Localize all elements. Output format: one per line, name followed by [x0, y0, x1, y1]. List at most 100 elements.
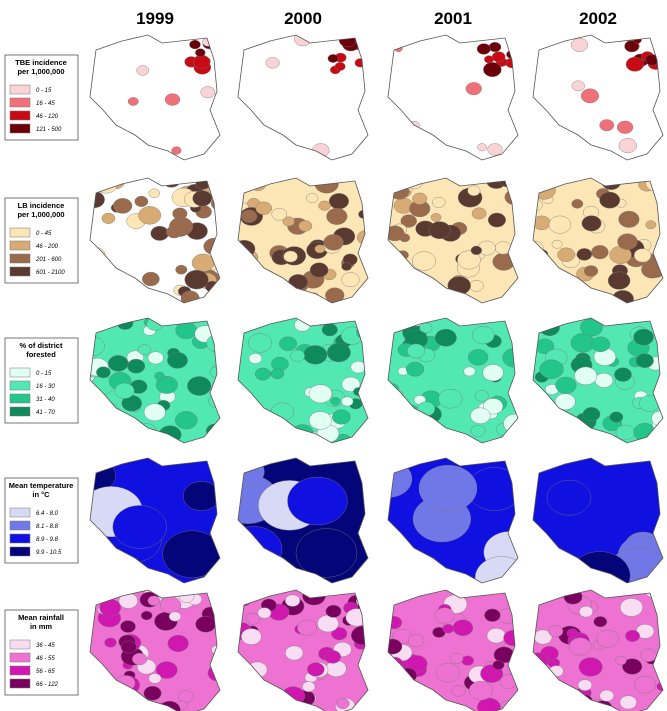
legend-label: 66 - 122 — [36, 682, 59, 688]
district-patch — [136, 424, 156, 440]
district-patch — [296, 529, 357, 578]
district-patch — [100, 599, 121, 616]
district-patch — [464, 367, 476, 376]
district-patch — [151, 226, 169, 240]
district-patch — [315, 245, 325, 253]
district-patch — [633, 37, 641, 43]
legend-swatch — [10, 534, 30, 543]
district-patch — [532, 256, 545, 266]
district-patch — [87, 247, 105, 262]
district-patch — [489, 42, 501, 52]
district-patch — [600, 690, 614, 701]
district-patch — [506, 33, 520, 44]
district-patch — [251, 118, 259, 125]
district-patch — [575, 367, 597, 385]
map — [526, 174, 667, 308]
district-patch — [528, 653, 548, 669]
district-patch — [250, 179, 265, 191]
legend-swatch — [10, 254, 30, 263]
district-patch — [412, 252, 436, 271]
district-patch — [406, 362, 424, 376]
district-patch — [176, 265, 187, 274]
district-patch — [229, 273, 250, 290]
district-patch — [552, 240, 562, 248]
district-patch — [355, 59, 366, 68]
district-patch — [595, 373, 613, 387]
district-patch — [127, 359, 145, 373]
district-patch — [578, 680, 592, 691]
district-patch — [505, 190, 524, 205]
district-patch — [470, 408, 490, 424]
district-patch — [189, 40, 200, 49]
legend-label: 46 - 120 — [36, 114, 59, 120]
country-fill — [238, 35, 368, 160]
legend-label: 6.4 - 8.0 — [36, 511, 59, 517]
district-patch — [483, 364, 504, 381]
district-patch — [119, 593, 138, 608]
district-patch — [235, 594, 251, 607]
figure: 1999200020012002TBE incidenceper 1,000,0… — [0, 0, 667, 711]
legend-title: % of district — [20, 341, 63, 350]
district-patch — [617, 121, 633, 134]
district-patch — [102, 213, 115, 224]
district-patch — [398, 668, 417, 683]
district-patch — [486, 173, 506, 189]
district-patch — [571, 38, 588, 51]
district-patch — [328, 54, 338, 62]
district-patch — [255, 150, 270, 162]
map — [383, 588, 525, 711]
district-patch — [193, 191, 212, 206]
district-patch — [466, 82, 482, 95]
district-patch — [397, 404, 420, 422]
district-patch — [468, 186, 481, 196]
district-patch — [579, 606, 593, 617]
district-patch — [307, 663, 324, 677]
legend-label: 8.1 - 8.8 — [36, 524, 59, 530]
legend-label: 0 - 15 — [36, 88, 52, 94]
legend-swatch — [10, 521, 30, 530]
district-patch — [503, 348, 527, 367]
legend-label: 601 - 2100 — [36, 270, 65, 276]
district-patch — [625, 630, 639, 641]
district-patch — [634, 249, 651, 263]
district-patch — [308, 293, 318, 301]
district-patch — [431, 213, 441, 221]
district-patch — [387, 677, 411, 696]
district-patch — [341, 397, 353, 406]
district-patch — [615, 656, 626, 665]
district-patch — [556, 377, 577, 393]
district-patch — [614, 368, 631, 382]
district-patch — [536, 558, 577, 591]
district-patch — [163, 531, 222, 578]
district-patch — [120, 620, 135, 632]
district-patch — [435, 329, 456, 346]
district-patch — [484, 609, 500, 622]
legend-title: LB incidence — [18, 201, 65, 210]
district-patch — [342, 262, 352, 270]
district-patch — [591, 337, 610, 352]
year-header: 2001 — [434, 9, 472, 28]
district-patch — [540, 320, 560, 336]
district-patch — [238, 680, 250, 689]
district-patch — [173, 208, 188, 220]
district-patch — [178, 690, 193, 702]
district-patch — [272, 208, 287, 220]
district-patch — [149, 673, 162, 683]
district-patch — [248, 334, 272, 353]
district-patch — [254, 412, 276, 430]
district-patch — [564, 590, 582, 605]
district-patch — [357, 231, 374, 245]
district-patch — [96, 693, 116, 709]
district-patch — [332, 410, 350, 425]
district-patch — [579, 703, 597, 711]
legend-swatch — [10, 124, 30, 133]
legend-title: in mm — [30, 622, 52, 631]
district-patch — [594, 616, 607, 627]
district-patch — [576, 289, 599, 308]
district-patch — [325, 650, 341, 663]
legend-label: 0 - 15 — [36, 371, 52, 377]
district-patch — [306, 194, 318, 203]
district-patch — [241, 629, 261, 645]
district-patch — [297, 620, 316, 635]
district-patch — [258, 608, 271, 619]
